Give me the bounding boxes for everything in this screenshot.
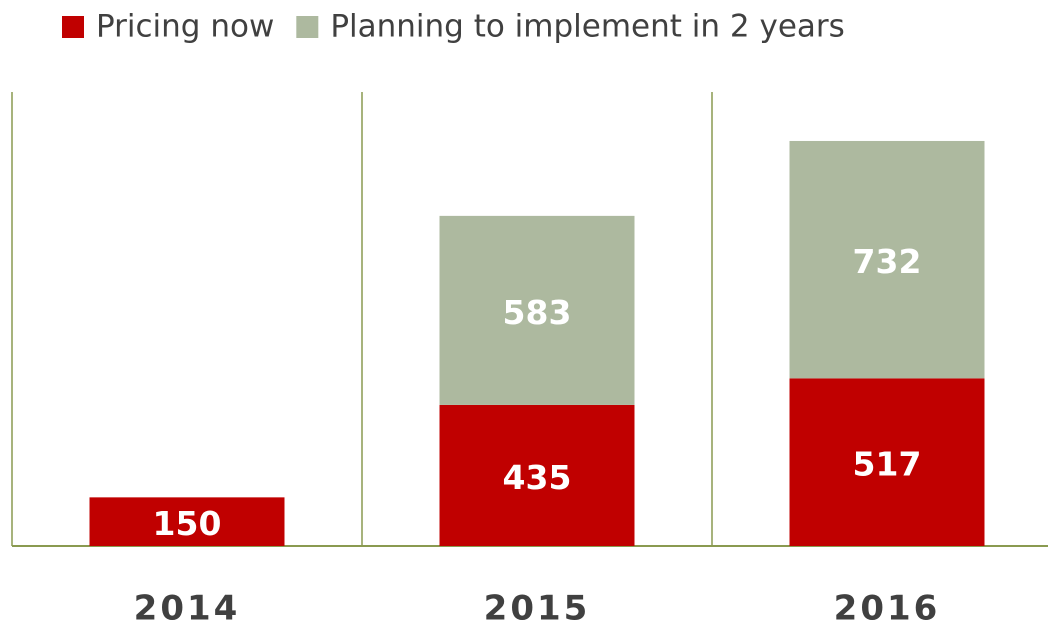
legend-swatch xyxy=(296,16,319,38)
bar-segment xyxy=(439,215,635,405)
x-tick-label: 2016 xyxy=(834,589,941,628)
legend-swatch xyxy=(62,16,84,38)
data-label: 517 xyxy=(853,445,922,484)
legend-label: Pricing now xyxy=(96,9,274,45)
bar-segment xyxy=(789,140,985,379)
x-tick-label: 2014 xyxy=(134,589,241,628)
data-label: 435 xyxy=(503,458,572,497)
legend-label: Planning to implement in 2 years xyxy=(330,9,844,45)
x-tick-label: 2015 xyxy=(484,589,591,628)
bar-segment xyxy=(89,497,285,546)
data-label: 732 xyxy=(853,242,922,281)
bar-segment xyxy=(789,378,985,546)
data-label: 583 xyxy=(503,293,572,332)
bar-segment xyxy=(439,404,635,546)
data-label: 150 xyxy=(153,504,222,543)
